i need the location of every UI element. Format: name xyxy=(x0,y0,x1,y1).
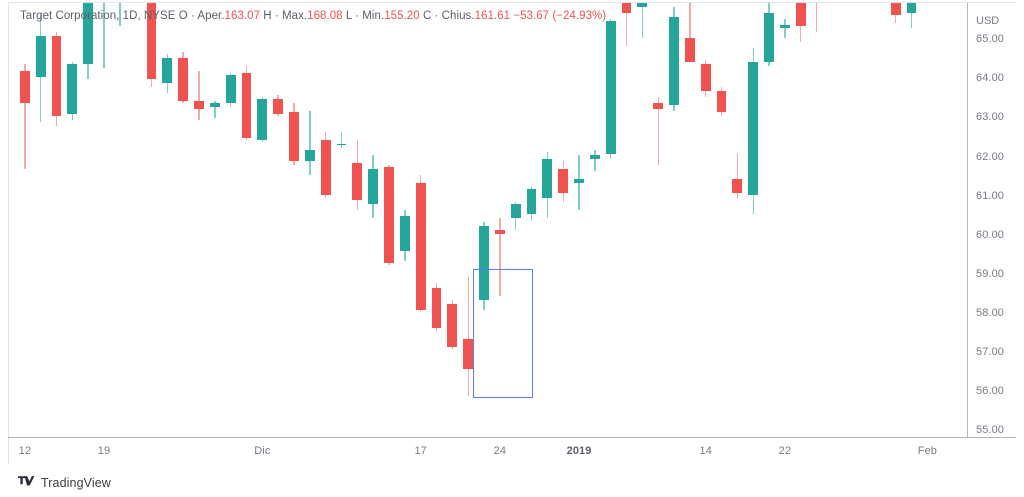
price-axis-label: 59.00 xyxy=(976,267,1005,280)
candle-body[interactable] xyxy=(352,163,363,201)
candle-body[interactable] xyxy=(605,20,616,154)
candle-wick xyxy=(467,276,469,396)
price-axis-label: 64.00 xyxy=(976,72,1005,85)
candle-body[interactable] xyxy=(479,225,489,301)
candle-body[interactable] xyxy=(621,3,632,13)
currency-label: USD xyxy=(976,15,1000,27)
price-axis[interactable]: USD 65.00 64.00 63.00 62.00 61.00 60.00 59.00 5… xyxy=(967,3,1016,437)
time-axis-label: Dic xyxy=(254,445,271,457)
candle-body[interactable] xyxy=(178,57,189,101)
time-axis[interactable]: 12 19 Dic 17 24 2019 14 22 Feb xyxy=(8,437,1016,464)
candle-body[interactable] xyxy=(526,188,537,215)
candle-body[interactable] xyxy=(146,3,157,80)
candle-body[interactable] xyxy=(304,149,315,162)
candle-body[interactable] xyxy=(447,304,458,348)
candle-body[interactable] xyxy=(764,12,774,62)
candle-body[interactable] xyxy=(716,90,727,113)
candle-body[interactable] xyxy=(35,36,46,78)
candle-wick xyxy=(594,149,596,172)
candle-body[interactable] xyxy=(209,102,220,107)
candle-body[interactable] xyxy=(162,57,173,84)
candle-body[interactable] xyxy=(748,61,759,195)
candle-body[interactable] xyxy=(368,169,379,205)
candle-wick xyxy=(641,3,644,39)
candle-body[interactable] xyxy=(51,36,62,117)
candle-wick xyxy=(910,3,913,29)
tradingview-watermark: TradingView xyxy=(18,474,111,492)
candle-body[interactable] xyxy=(463,339,474,369)
candle-body[interactable] xyxy=(494,229,505,234)
candle-body[interactable] xyxy=(289,112,299,162)
candle-body[interactable] xyxy=(431,288,442,328)
candle-body[interactable] xyxy=(67,63,78,115)
candle-wick xyxy=(214,100,216,119)
candle-wick xyxy=(309,110,311,176)
time-axis-label: 17 xyxy=(414,445,427,457)
candle-body[interactable] xyxy=(684,38,695,62)
candle-body[interactable] xyxy=(669,16,679,105)
candle-body[interactable] xyxy=(637,3,648,7)
candle-body[interactable] xyxy=(194,100,204,109)
candle-body[interactable] xyxy=(510,204,521,219)
candle-wick xyxy=(625,3,628,47)
candle-body[interactable] xyxy=(241,73,252,138)
candle-body[interactable] xyxy=(558,169,569,193)
tradingview-logo-icon xyxy=(18,474,35,492)
time-axis-label: 2019 xyxy=(566,445,592,457)
candle-body[interactable] xyxy=(906,3,917,13)
candle-body[interactable] xyxy=(795,3,806,27)
time-axis-label: 22 xyxy=(778,445,792,457)
candle-wick xyxy=(736,153,739,199)
price-axis-label: 63.00 xyxy=(976,111,1005,124)
price-axis-label: 56.00 xyxy=(976,385,1005,398)
candle-body[interactable] xyxy=(890,3,901,15)
price-axis-label: 62.00 xyxy=(976,150,1005,163)
candle-body[interactable] xyxy=(83,3,94,64)
selection-rectangle[interactable] xyxy=(472,268,534,398)
candle-body[interactable] xyxy=(336,143,347,146)
price-axis-label: 58.00 xyxy=(976,306,1005,319)
candle-wick xyxy=(103,3,105,68)
candle-body[interactable] xyxy=(19,71,30,103)
candle-body[interactable] xyxy=(653,102,664,109)
candle-body[interactable] xyxy=(225,75,236,103)
candlestick-plot-area[interactable] xyxy=(9,3,967,437)
candle-body[interactable] xyxy=(779,24,790,29)
candle-body[interactable] xyxy=(732,178,743,193)
tradingview-wordmark: TradingView xyxy=(41,476,111,490)
candle-wick xyxy=(340,132,343,148)
candle-wick xyxy=(815,3,818,33)
time-axis-label: 12 xyxy=(18,445,32,457)
time-axis-label: Feb xyxy=(917,445,938,457)
candle-wick xyxy=(198,71,200,121)
candle-body[interactable] xyxy=(589,155,600,160)
price-axis-label: 55.00 xyxy=(976,424,1005,437)
candle-wick xyxy=(119,3,121,27)
price-axis-label: 57.00 xyxy=(976,346,1005,359)
price-axis-label: 60.00 xyxy=(976,228,1005,241)
candle-body[interactable] xyxy=(700,63,711,91)
chart-frame xyxy=(8,2,1016,464)
price-axis-label: 61.00 xyxy=(976,189,1005,202)
candle-body[interactable] xyxy=(320,139,331,195)
candle-body[interactable] xyxy=(574,178,584,183)
candle-body[interactable] xyxy=(273,98,284,115)
candle-body[interactable] xyxy=(384,167,394,263)
time-axis-label: 14 xyxy=(699,445,712,457)
time-axis-label: 19 xyxy=(97,445,111,457)
candle-wick xyxy=(657,96,659,166)
candle-body[interactable] xyxy=(415,182,426,310)
candle-wick xyxy=(578,155,580,211)
candle-wick xyxy=(689,3,691,62)
candle-body[interactable] xyxy=(399,216,410,252)
price-axis-label: 65.00 xyxy=(976,33,1005,46)
candle-body[interactable] xyxy=(257,98,268,140)
candle-wick xyxy=(24,63,26,170)
time-axis-label: 24 xyxy=(493,445,507,457)
candle-wick xyxy=(499,218,501,297)
candle-body[interactable] xyxy=(542,159,553,199)
